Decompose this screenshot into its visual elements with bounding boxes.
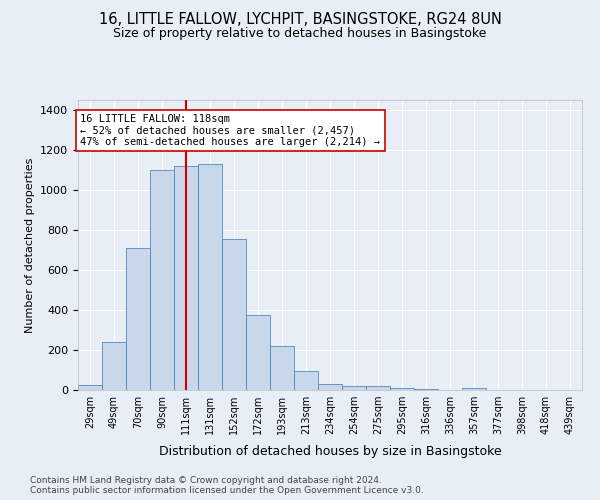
Bar [222, 239, 246, 390]
Bar [342, 386, 366, 390]
Bar [102, 342, 126, 390]
Bar [294, 371, 318, 390]
Text: Size of property relative to detached houses in Basingstoke: Size of property relative to detached ho… [113, 28, 487, 40]
Text: 16, LITTLE FALLOW, LYCHPIT, BASINGSTOKE, RG24 8UN: 16, LITTLE FALLOW, LYCHPIT, BASINGSTOKE,… [98, 12, 502, 28]
Bar [390, 388, 414, 390]
Bar [78, 385, 102, 390]
Bar [198, 164, 222, 390]
Text: 16 LITTLE FALLOW: 118sqm
← 52% of detached houses are smaller (2,457)
47% of sem: 16 LITTLE FALLOW: 118sqm ← 52% of detach… [80, 114, 380, 147]
X-axis label: Distribution of detached houses by size in Basingstoke: Distribution of detached houses by size … [158, 446, 502, 458]
Bar [174, 166, 198, 390]
Bar [318, 384, 342, 390]
Text: Contains HM Land Registry data © Crown copyright and database right 2024.
Contai: Contains HM Land Registry data © Crown c… [30, 476, 424, 495]
Bar [366, 386, 390, 390]
Bar [246, 315, 270, 390]
Bar [270, 346, 294, 390]
Bar [414, 389, 438, 390]
Y-axis label: Number of detached properties: Number of detached properties [25, 158, 35, 332]
Bar [126, 248, 150, 390]
Bar [150, 170, 174, 390]
Bar [462, 388, 486, 390]
